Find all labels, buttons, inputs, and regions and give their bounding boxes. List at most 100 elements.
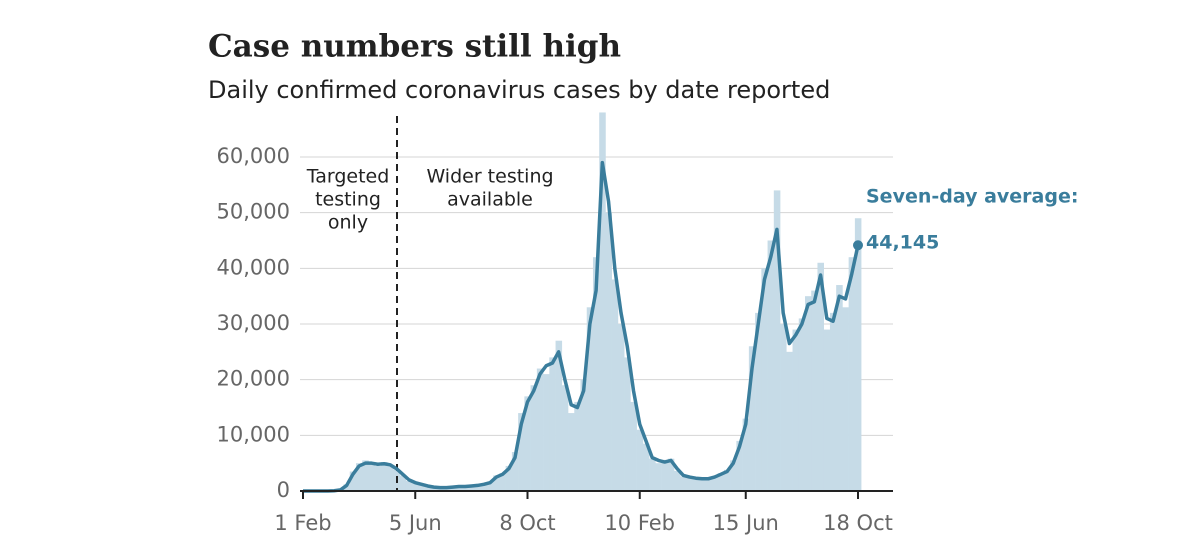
bar [636,429,644,491]
x-tick-label: 1 Feb [274,511,331,535]
bar [518,413,525,491]
annotation: available [447,189,533,211]
bar [811,290,818,491]
x-tick-label: 8 Oct [499,511,555,535]
bar [437,488,444,491]
bar [667,458,675,491]
bar [536,368,544,491]
bar [723,469,731,491]
x-tick-label: 15 Jun [713,511,779,535]
bar [761,268,768,491]
bar [642,443,650,491]
bar [474,484,482,491]
bar [486,481,494,491]
bar [611,279,619,491]
bar [592,257,600,491]
bar [549,357,556,491]
bar [692,479,700,491]
bar [836,285,843,491]
bar [374,465,382,491]
bar [368,464,376,491]
bar [356,463,363,491]
bar [424,486,432,491]
y-tick-label: 50,000 [217,200,290,224]
bar [680,476,687,491]
bar [730,460,737,491]
bar [480,483,488,491]
bar [630,401,637,491]
bar [792,329,800,491]
bar [561,385,569,491]
bar [674,470,681,491]
y-tick-label: 30,000 [217,311,290,335]
bar [605,212,612,491]
annotation: testing [315,189,381,211]
bar [773,190,781,491]
bar [655,463,662,491]
bar [842,307,849,491]
bar [686,477,694,491]
bar [736,440,743,491]
bar [511,452,519,491]
labels: 0 10,000 20,000 30,000 40,000 50,000 60,000 1 F… [217,144,940,535]
bars [331,112,862,491]
chart-title: Case numbers still high [208,29,621,65]
bar [524,396,531,491]
bar [649,458,656,491]
x-tick-label: 5 Jun [389,511,442,535]
bar [412,483,419,491]
bar [829,312,837,491]
bar [362,460,369,491]
bar [599,112,606,491]
bar [798,318,806,491]
bar [543,374,550,491]
bar [343,484,351,491]
annotation: only [328,212,368,234]
bar [624,357,631,491]
bar [617,324,625,491]
x-tick-label: 18 Oct [823,511,893,535]
bar [455,486,463,491]
bar [462,486,469,491]
annotation: Wider testing [426,166,553,188]
bar [580,379,588,491]
bar [499,473,506,491]
bar [586,307,594,491]
bar [661,459,669,491]
bar [767,240,775,491]
bar [705,478,712,491]
bar [380,462,388,491]
bar [399,475,407,491]
x-tick-label: 10 Feb [604,511,675,535]
bar [568,413,575,491]
bar [717,473,725,491]
bar [823,329,831,491]
bar [854,218,862,491]
bar [349,471,357,491]
y-tick-label: 10,000 [217,422,290,446]
bar [748,346,756,491]
bar [698,479,706,491]
y-tick-label: 60,000 [217,144,290,168]
bar [817,262,825,491]
bar [574,401,581,491]
bar [755,312,762,491]
bar [555,340,563,491]
value-label: 44,145 [866,232,939,254]
y-tick-label: 0 [277,478,290,502]
annotation: Targeted [306,166,390,188]
bar [468,485,475,491]
bar [430,487,438,491]
bar [780,324,787,491]
line [303,160,860,493]
bar [804,296,812,491]
bar [418,484,425,491]
lines [303,160,863,493]
bar [405,480,413,491]
y-tick-label: 20,000 [217,367,290,391]
chart-subtitle: Daily confirmed coronavirus cases by dat… [208,76,830,104]
bar [387,465,394,491]
bar [505,465,513,491]
bar [711,475,718,491]
